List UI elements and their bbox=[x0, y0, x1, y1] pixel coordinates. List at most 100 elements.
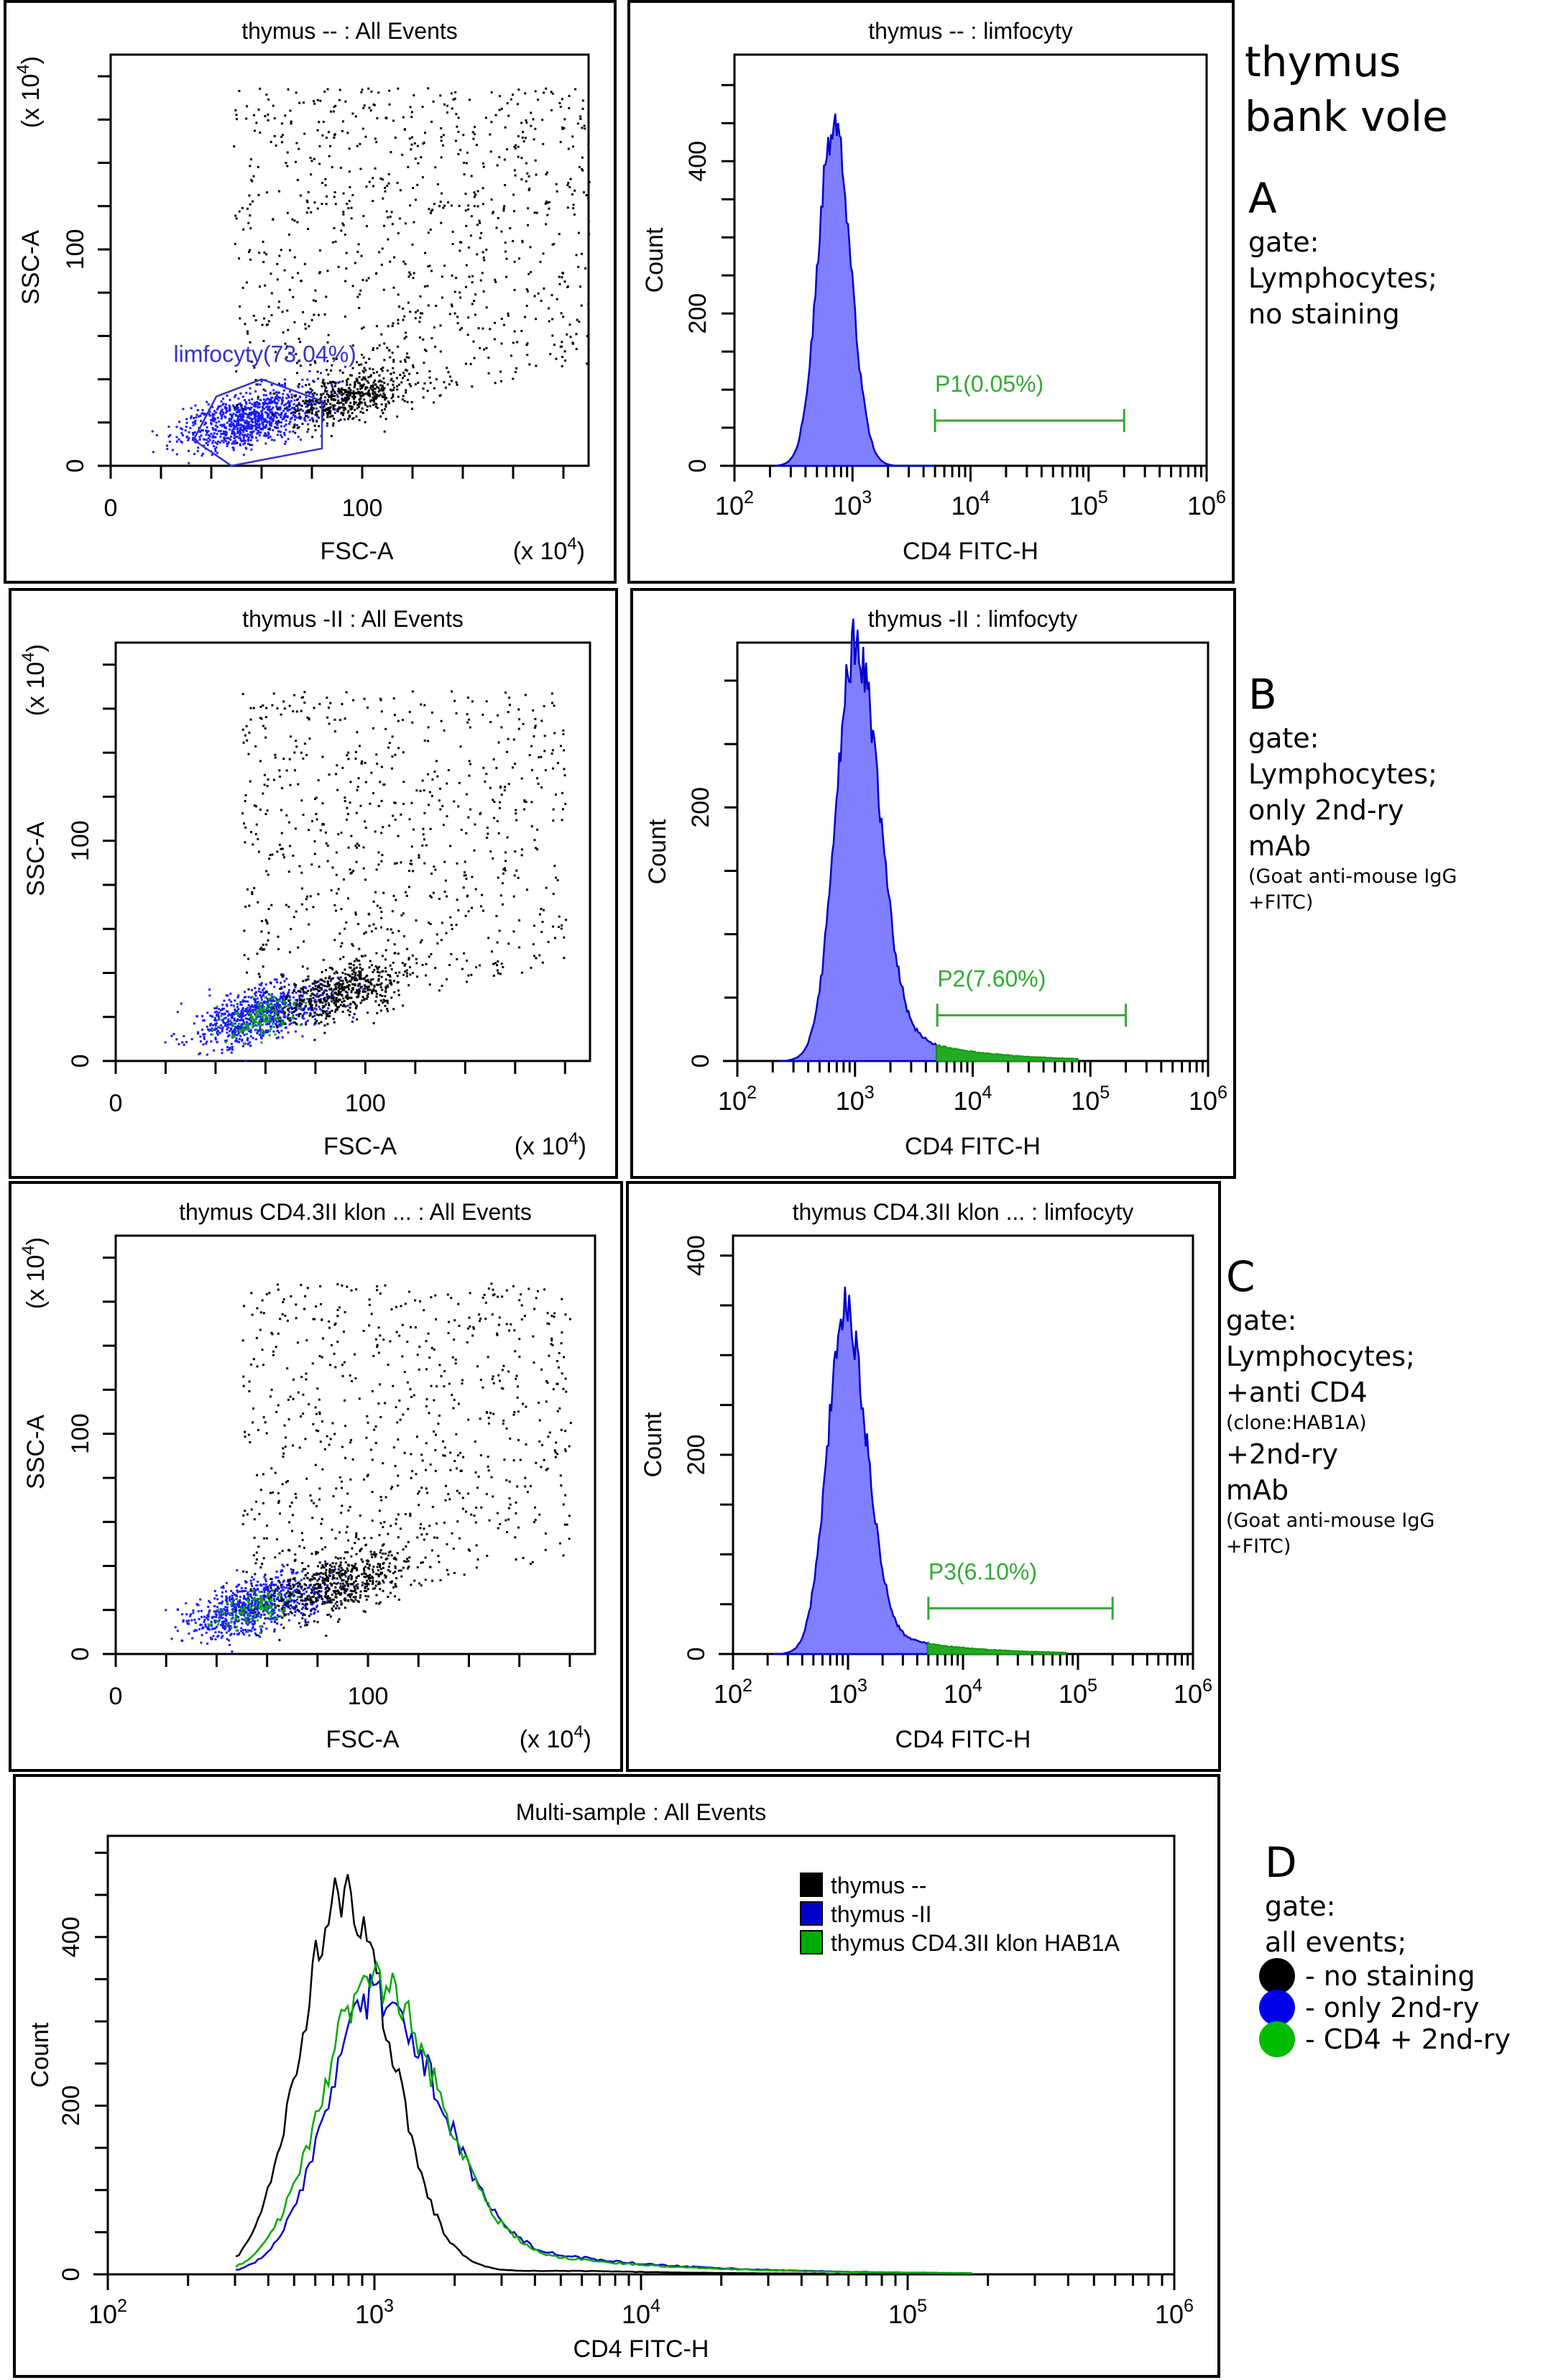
event-point bbox=[225, 1613, 228, 1616]
event-point bbox=[203, 444, 206, 447]
event-point bbox=[352, 1016, 355, 1019]
event-point bbox=[244, 794, 247, 796]
event-point bbox=[326, 88, 329, 91]
event-point bbox=[356, 1018, 359, 1021]
event-point bbox=[267, 1001, 269, 1003]
event-point bbox=[236, 1040, 239, 1043]
event-point bbox=[366, 405, 369, 408]
event-point bbox=[496, 819, 499, 822]
event-point bbox=[354, 983, 356, 986]
event-point bbox=[298, 1015, 300, 1018]
event-point bbox=[341, 388, 344, 391]
event-point bbox=[304, 323, 307, 326]
event-point bbox=[257, 1016, 259, 1019]
event-point bbox=[236, 408, 239, 411]
event-point bbox=[428, 983, 431, 986]
event-point bbox=[217, 1014, 220, 1017]
event-point bbox=[254, 1003, 257, 1006]
event-point bbox=[221, 1012, 223, 1015]
event-point bbox=[282, 997, 285, 1000]
event-point bbox=[300, 1008, 303, 1011]
event-point bbox=[397, 981, 400, 984]
event-point bbox=[241, 207, 244, 210]
event-point bbox=[213, 1029, 216, 1032]
event-point bbox=[359, 410, 362, 413]
event-point bbox=[327, 400, 330, 403]
event-point bbox=[529, 246, 532, 249]
event-point bbox=[197, 446, 200, 449]
event-point bbox=[383, 783, 386, 786]
event-point bbox=[456, 322, 459, 325]
event-point bbox=[285, 356, 288, 359]
event-point bbox=[306, 405, 309, 408]
event-point bbox=[530, 111, 533, 114]
event-point bbox=[282, 1605, 285, 1608]
event-point bbox=[240, 1030, 243, 1033]
event-point bbox=[284, 1023, 287, 1026]
event-point bbox=[265, 323, 268, 326]
event-point bbox=[377, 91, 380, 94]
event-point bbox=[262, 1008, 264, 1011]
event-point bbox=[342, 412, 345, 415]
event-point bbox=[262, 402, 264, 405]
event-point bbox=[250, 448, 253, 451]
event-point bbox=[496, 941, 499, 944]
event-point bbox=[545, 201, 548, 203]
event-point bbox=[260, 428, 263, 431]
event-point bbox=[414, 157, 417, 160]
event-point bbox=[305, 1021, 308, 1024]
event-point bbox=[344, 717, 346, 720]
event-point bbox=[374, 405, 377, 408]
event-point bbox=[337, 998, 340, 1001]
event-point bbox=[549, 353, 552, 356]
event-point bbox=[306, 1019, 309, 1022]
event-point bbox=[310, 819, 313, 822]
event-point bbox=[308, 985, 311, 988]
event-point bbox=[354, 115, 357, 118]
event-point bbox=[505, 257, 508, 260]
event-point bbox=[339, 957, 342, 960]
event-point bbox=[266, 1017, 269, 1020]
event-point bbox=[207, 433, 210, 436]
event-point bbox=[527, 188, 530, 191]
event-point bbox=[300, 416, 303, 419]
event-point bbox=[294, 160, 297, 163]
event-point bbox=[390, 379, 392, 382]
event-point bbox=[388, 974, 391, 977]
event-point bbox=[328, 155, 331, 157]
event-point bbox=[346, 398, 349, 401]
event-point bbox=[321, 802, 324, 805]
event-point bbox=[246, 435, 249, 438]
event-point bbox=[309, 387, 312, 390]
event-point bbox=[248, 904, 251, 907]
event-point bbox=[286, 165, 289, 167]
event-point bbox=[586, 335, 589, 338]
event-point bbox=[213, 1019, 216, 1021]
event-point bbox=[396, 975, 399, 978]
event-point bbox=[287, 395, 290, 398]
event-point bbox=[197, 1031, 200, 1034]
event-point bbox=[278, 843, 281, 846]
event-point bbox=[344, 315, 346, 318]
event-point bbox=[269, 1027, 272, 1030]
event-point bbox=[583, 124, 586, 127]
event-point bbox=[361, 955, 364, 958]
event-point bbox=[264, 115, 267, 118]
event-point bbox=[269, 1020, 272, 1023]
event-point bbox=[372, 396, 374, 399]
event-point bbox=[254, 379, 257, 382]
event-point bbox=[252, 114, 255, 116]
event-point bbox=[471, 131, 474, 134]
event-point bbox=[365, 225, 368, 228]
event-point bbox=[229, 425, 232, 428]
event-point bbox=[457, 805, 460, 808]
event-point bbox=[332, 998, 335, 1001]
event-point bbox=[321, 203, 323, 206]
event-point bbox=[485, 773, 488, 776]
event-point bbox=[206, 1642, 209, 1645]
event-point bbox=[283, 1607, 286, 1609]
event-point bbox=[561, 819, 563, 822]
event-point bbox=[252, 1022, 254, 1025]
event-point bbox=[344, 991, 347, 993]
event-point bbox=[293, 219, 296, 222]
